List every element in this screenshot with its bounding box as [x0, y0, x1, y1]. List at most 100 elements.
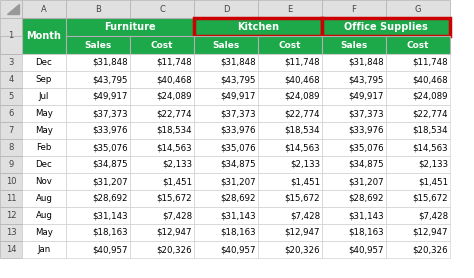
Text: $11,748: $11,748: [412, 58, 448, 67]
Bar: [322, 207, 386, 224]
Bar: [258, 105, 322, 122]
Text: $18,163: $18,163: [92, 228, 128, 237]
Bar: [66, 105, 130, 122]
Bar: [0, 224, 22, 241]
Text: Aug: Aug: [36, 211, 53, 220]
Bar: [0, 207, 22, 224]
Bar: [258, 71, 322, 88]
Text: Jul: Jul: [39, 92, 49, 101]
Bar: [0, 173, 22, 190]
Text: $31,848: $31,848: [92, 58, 128, 67]
Bar: [194, 122, 258, 139]
Bar: [258, 190, 322, 207]
Text: 14: 14: [6, 245, 16, 254]
Text: 4: 4: [9, 75, 14, 84]
Text: $43,795: $43,795: [348, 75, 384, 84]
Bar: [194, 105, 258, 122]
Bar: [322, 18, 450, 36]
Text: Sep: Sep: [36, 75, 52, 84]
Bar: [258, 88, 322, 105]
Bar: [22, 71, 66, 88]
Bar: [0, 190, 22, 207]
Bar: [22, 18, 66, 54]
Text: Jan: Jan: [37, 245, 51, 254]
Text: Aug: Aug: [36, 194, 53, 203]
Text: $1,451: $1,451: [162, 177, 192, 186]
Text: $22,774: $22,774: [156, 109, 192, 118]
Bar: [66, 88, 130, 105]
Text: B: B: [95, 4, 101, 14]
Bar: [66, 207, 130, 224]
Bar: [66, 18, 194, 36]
Bar: [0, 88, 22, 105]
Bar: [258, 241, 322, 258]
Text: $28,692: $28,692: [348, 194, 384, 203]
Bar: [66, 36, 130, 54]
Bar: [66, 54, 130, 71]
Bar: [22, 0, 66, 18]
Bar: [66, 0, 130, 18]
Bar: [194, 88, 258, 105]
Text: $40,957: $40,957: [348, 245, 384, 254]
Bar: [322, 0, 386, 18]
Text: 13: 13: [6, 228, 16, 237]
Bar: [0, 36, 22, 54]
Bar: [322, 71, 386, 88]
Bar: [194, 139, 258, 156]
Bar: [0, 105, 22, 122]
Text: $40,468: $40,468: [284, 75, 320, 84]
Bar: [194, 71, 258, 88]
Text: $31,207: $31,207: [92, 177, 128, 186]
Bar: [386, 173, 450, 190]
Bar: [386, 156, 450, 173]
Text: $49,917: $49,917: [92, 92, 128, 101]
Bar: [194, 0, 258, 18]
Text: Nov: Nov: [36, 177, 53, 186]
Text: $40,468: $40,468: [412, 75, 448, 84]
Bar: [130, 190, 194, 207]
Bar: [130, 88, 194, 105]
Bar: [130, 105, 194, 122]
Text: $11,748: $11,748: [284, 58, 320, 67]
Text: $14,563: $14,563: [284, 143, 320, 152]
Bar: [22, 207, 66, 224]
Text: D: D: [223, 4, 229, 14]
Text: 3: 3: [9, 58, 14, 67]
Bar: [386, 139, 450, 156]
Text: G: G: [415, 4, 421, 14]
Text: Furniture: Furniture: [104, 22, 156, 32]
Bar: [66, 224, 130, 241]
Text: $11,748: $11,748: [156, 58, 192, 67]
Bar: [194, 241, 258, 258]
Text: May: May: [35, 109, 53, 118]
Bar: [386, 122, 450, 139]
Text: $33,976: $33,976: [220, 126, 256, 135]
Bar: [194, 18, 322, 36]
Text: May: May: [35, 228, 53, 237]
Text: $7,428: $7,428: [162, 211, 192, 220]
Bar: [0, 139, 22, 156]
Text: $28,692: $28,692: [220, 194, 256, 203]
Bar: [194, 207, 258, 224]
Text: $12,947: $12,947: [284, 228, 320, 237]
Bar: [22, 224, 66, 241]
Text: $37,373: $37,373: [92, 109, 128, 118]
Text: Feb: Feb: [36, 143, 52, 152]
Text: $40,468: $40,468: [156, 75, 192, 84]
Bar: [386, 224, 450, 241]
Text: $18,534: $18,534: [412, 126, 448, 135]
Text: Cost: Cost: [151, 41, 173, 49]
Text: A: A: [41, 4, 47, 14]
Bar: [130, 207, 194, 224]
Bar: [386, 241, 450, 258]
Bar: [130, 139, 194, 156]
Bar: [22, 54, 66, 71]
Bar: [194, 224, 258, 241]
Text: $24,089: $24,089: [284, 92, 320, 101]
Bar: [130, 241, 194, 258]
Text: Cost: Cost: [407, 41, 429, 49]
Text: $12,947: $12,947: [412, 228, 448, 237]
Text: $31,143: $31,143: [220, 211, 256, 220]
Bar: [66, 71, 130, 88]
Bar: [258, 139, 322, 156]
